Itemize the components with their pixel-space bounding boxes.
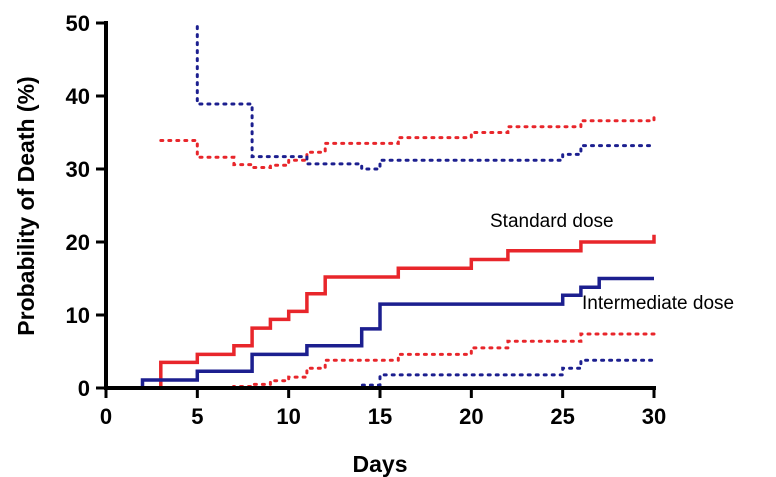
x-tick-label: 25 [550,404,574,429]
series-intermediate [106,276,654,390]
x-tick-label: 10 [276,404,300,429]
x-tick-label: 30 [642,404,666,429]
tick-layer: 0 5 10 15 20 25 30 0 10 20 30 40 50 [66,11,667,429]
y-tick-label: 50 [66,11,90,36]
series-layer [104,25,656,390]
series-intermediate-upper-ci [195,25,656,171]
annotation-intermediate-dose: Intermediate dose [582,293,734,314]
y-axis-title: Probability of Death (%) [13,76,39,335]
y-tick-label: 40 [66,84,90,109]
x-axis-title: Days [353,451,408,477]
y-tick-label: 0 [78,376,90,401]
x-tick-label: 15 [368,404,392,429]
series-standard [106,234,656,390]
x-tick-label: 5 [191,404,203,429]
y-tick-label: 30 [66,157,90,182]
series-intermediate-lower-ci [195,358,656,390]
x-tick-label: 20 [459,404,483,429]
y-tick-label: 20 [66,230,90,255]
y-tick-label: 10 [66,303,90,328]
series-standard-upper-ci [159,114,656,169]
axes-layer [104,21,656,390]
annotation-standard-dose: Standard dose [490,211,614,232]
x-tick-label: 0 [100,404,112,429]
